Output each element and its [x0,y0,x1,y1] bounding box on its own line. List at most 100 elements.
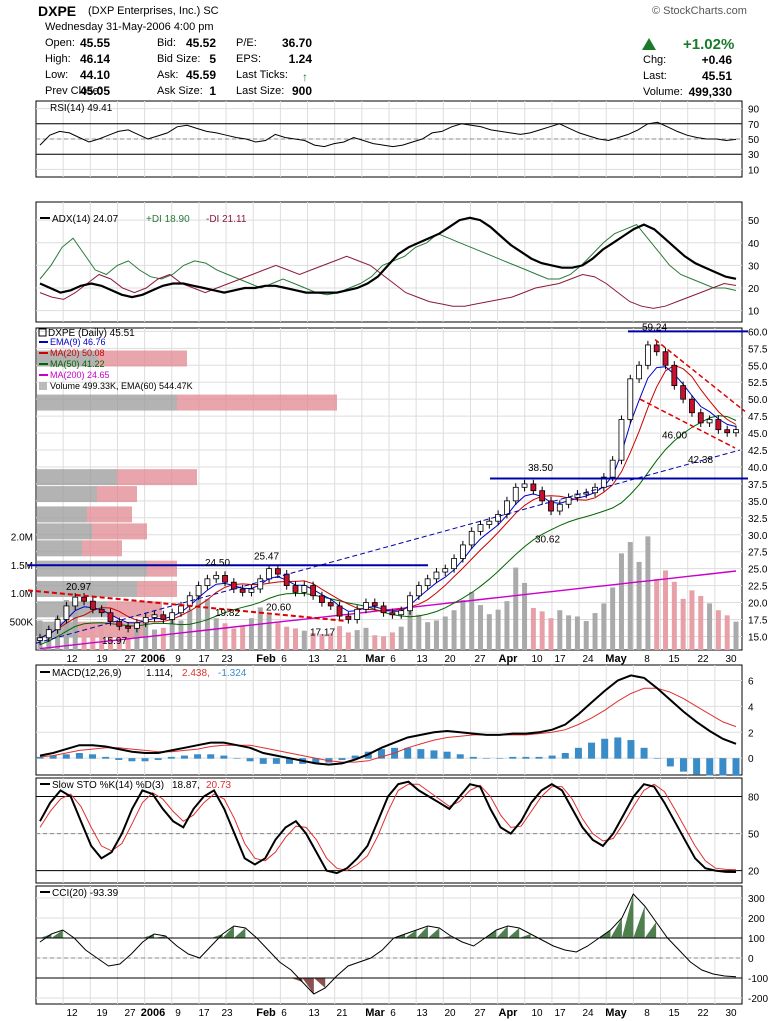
price-panel-tick-label: 50.0 [748,395,768,406]
adx-panel-tick-label: 20 [748,284,760,295]
candle-body [680,385,687,400]
volume-tick-label: 500K [10,618,34,629]
price-x-axis-label: 22 [697,654,709,665]
price-x-axis-label: Mar [365,653,385,665]
candle-body [407,595,413,612]
sto-k-line [39,780,737,875]
bottom-x-axis-label: 27 [474,1008,486,1019]
price-x-axis-label: Apr [499,653,519,665]
volume-tick-label: 2.0M [11,532,33,543]
bottom-x-axis-label: Feb [256,1007,276,1019]
bottom-x-axis-label: 20 [444,1008,456,1019]
macd-histogram-bar [719,758,727,776]
volume-by-price-bar [37,540,82,557]
price-legend-entry: MA(50) 41.22 [50,359,105,369]
volume-bar [337,626,343,650]
rsi-panel-tick-label: 30 [748,150,760,161]
price-legend-entry: Volume 499.33K, EMA(60) 544.47K [50,381,193,391]
price-annotation: 19.82 [215,608,240,619]
candle-body [107,612,114,622]
cci-panel-tick-label: 200 [748,914,765,925]
volume-bar [222,623,228,650]
volume-bar [204,598,210,650]
bid-label: Bid: [157,37,176,49]
price-annotation: 17.17 [310,628,335,639]
volume-bar [636,561,642,650]
volume-bar [248,618,254,650]
ask-label: Ask: [157,69,179,81]
candle-body [380,605,387,614]
candle-body [266,568,272,580]
price-panel-tick-label: 35.0 [748,497,768,508]
candle-body [556,503,563,512]
volume-by-price-bar [37,486,97,503]
lastticks-label: Last Ticks: [236,69,288,81]
macd-histogram-bar [377,749,385,759]
up-arrow-icon [642,38,656,50]
volume-bar [442,616,448,650]
price-panel-tick-label: 45.0 [748,429,768,440]
candle-body [283,573,290,587]
volume-bar [707,603,713,650]
volume-bar [645,536,651,650]
macd-histogram-bar [443,751,451,759]
last-value: 45.51 [701,69,732,83]
volume-bar [733,621,739,650]
candle-body [72,596,79,607]
sto-panel-tick-label: 80 [748,793,760,804]
price-x-axis-label: 6 [281,654,287,665]
low-value: 44.10 [79,68,110,82]
candle-body [63,605,70,620]
macd-histogram-bar [180,755,188,759]
volume-bar [231,628,237,650]
chg-label: Chg: [643,54,667,66]
candle-body [345,615,352,620]
candle-body [178,605,184,614]
downtrend-channel [27,589,346,622]
candle-body [627,378,634,420]
macd-panel-tick-label: 2 [748,728,754,739]
price-panel-tick-label: 27.5 [748,548,768,559]
cci-overbought-fill [644,922,657,938]
volume-bar [275,622,281,650]
volume-by-price-bar [37,350,97,367]
bidsize-label: Bid Size: [157,53,201,65]
candle-body [653,344,660,353]
minus-di-line [39,255,737,309]
bottom-x-axis-label: May [605,1007,627,1019]
macd-panel-tick-label: 6 [748,677,754,688]
volume-bar [425,622,431,650]
candle-body [671,364,678,387]
candle-body [371,602,378,607]
volume-bar [81,625,87,650]
volume-by-price-bar [177,394,337,411]
volume-bar [328,633,334,650]
adx-panel-tick-label: 40 [748,239,760,250]
macd-histogram-bar [548,755,556,759]
volume-bar [486,614,492,650]
price-x-axis-label: 9 [175,654,181,665]
candle-body [274,568,281,575]
price-x-axis-label: 15 [668,654,680,665]
price-legend-entry: MA(20) 50.08 [50,348,105,358]
candle-body [451,558,457,570]
bottom-x-axis-label: 27 [124,1008,136,1019]
macd-line [39,674,737,766]
price-x-axis-label: Feb [256,653,276,665]
price-x-axis-label: 17 [554,654,566,665]
price-title: DXPE (Daily) 45.51 [48,328,135,339]
cci-panel-tick-label: 300 [748,894,765,905]
volume-bar [618,553,624,650]
volume-bar [99,628,105,650]
rsi-panel-tick-label: 90 [748,105,760,116]
macd-panel-tick-label: 0 [748,754,754,765]
candle-body [706,419,713,424]
legend-swatch [39,382,47,390]
volume-bar [72,607,78,650]
sto-label: Slow STO %K(14) %D(3) [52,780,164,791]
downtrend-channel [654,338,746,412]
candle-body [697,412,704,424]
volume-bar [266,614,272,650]
candle-body [151,614,158,618]
price-panel-tick-label: 37.5 [748,480,768,491]
